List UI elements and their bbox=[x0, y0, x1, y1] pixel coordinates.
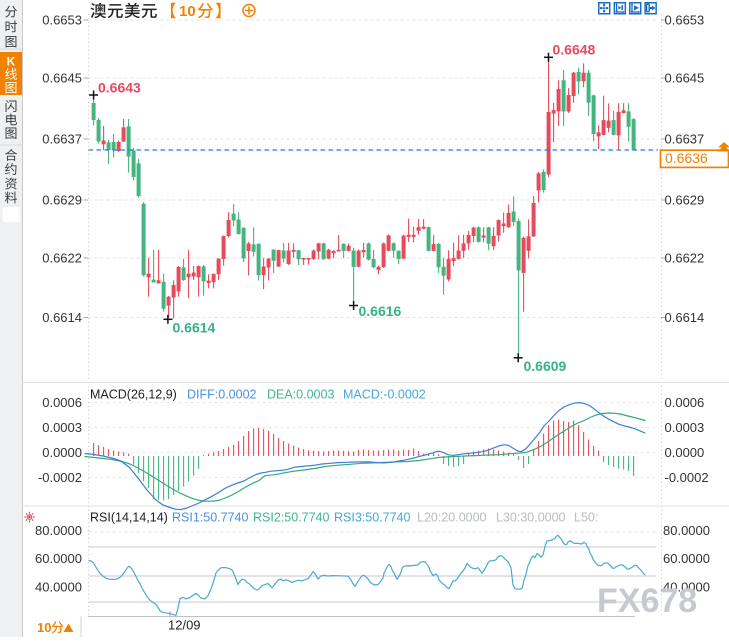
svg-text:K: K bbox=[7, 55, 16, 69]
svg-text:RSI3:50.7740: RSI3:50.7740 bbox=[334, 511, 410, 525]
svg-text:-0.0002: -0.0002 bbox=[665, 470, 709, 485]
svg-text:MACD:-0.0002: MACD:-0.0002 bbox=[343, 388, 426, 402]
svg-text:L30:30.0000: L30:30.0000 bbox=[496, 511, 566, 525]
svg-text:0.0000: 0.0000 bbox=[42, 445, 82, 460]
svg-text:80.0000: 80.0000 bbox=[663, 523, 710, 538]
svg-text:-0.0002: -0.0002 bbox=[38, 470, 82, 485]
svg-text:0.6637: 0.6637 bbox=[42, 132, 82, 147]
svg-text:RSI(14,14,14): RSI(14,14,14) bbox=[90, 511, 168, 525]
svg-text:0.6643: 0.6643 bbox=[98, 80, 141, 96]
svg-text:0.6636: 0.6636 bbox=[665, 150, 708, 166]
svg-text:0.6645: 0.6645 bbox=[665, 71, 705, 86]
svg-text:0.0006: 0.0006 bbox=[42, 395, 82, 410]
svg-text:0.6616: 0.6616 bbox=[359, 303, 402, 319]
svg-text:0.6653: 0.6653 bbox=[42, 13, 82, 28]
svg-text:L50:: L50: bbox=[574, 511, 598, 525]
svg-text:80.0000: 80.0000 bbox=[35, 523, 82, 538]
svg-text:40.0000: 40.0000 bbox=[663, 580, 710, 595]
svg-text:0.6614: 0.6614 bbox=[42, 310, 82, 325]
svg-text:0.6629: 0.6629 bbox=[42, 193, 82, 208]
svg-text:0.6637: 0.6637 bbox=[665, 132, 705, 147]
svg-text:0.6609: 0.6609 bbox=[524, 358, 567, 374]
svg-text:0.0003: 0.0003 bbox=[42, 420, 82, 435]
svg-text:0.6614: 0.6614 bbox=[173, 320, 216, 336]
svg-text:L20:20.0000: L20:20.0000 bbox=[417, 511, 487, 525]
svg-text:DIFF:0.0002: DIFF:0.0002 bbox=[187, 388, 257, 402]
svg-text:MACD(26,12,9): MACD(26,12,9) bbox=[90, 388, 177, 402]
svg-text:60.0000: 60.0000 bbox=[35, 551, 82, 566]
svg-text:RSI1:50.7740: RSI1:50.7740 bbox=[172, 511, 248, 525]
svg-text:0.6622: 0.6622 bbox=[42, 251, 82, 266]
svg-text:0.6614: 0.6614 bbox=[665, 310, 705, 325]
svg-text:0.6653: 0.6653 bbox=[665, 13, 705, 28]
svg-text:0.0000: 0.0000 bbox=[665, 445, 705, 460]
svg-text:0.6648: 0.6648 bbox=[553, 42, 596, 58]
svg-text:DEA:0.0003: DEA:0.0003 bbox=[267, 388, 334, 402]
svg-text:FX678: FX678 bbox=[597, 582, 697, 620]
svg-text:10: 10 bbox=[37, 620, 51, 635]
svg-text:0.6622: 0.6622 bbox=[665, 251, 705, 266]
svg-text:60.0000: 60.0000 bbox=[663, 551, 710, 566]
svg-text:RSI2:50.7740: RSI2:50.7740 bbox=[253, 511, 329, 525]
svg-text:12/09: 12/09 bbox=[168, 618, 201, 633]
svg-text:0.6645: 0.6645 bbox=[42, 71, 82, 86]
svg-text:0.0006: 0.0006 bbox=[665, 395, 705, 410]
svg-text:40.0000: 40.0000 bbox=[35, 580, 82, 595]
svg-text:10: 10 bbox=[179, 3, 196, 20]
svg-text:0.0003: 0.0003 bbox=[665, 420, 705, 435]
svg-text:0.6629: 0.6629 bbox=[665, 193, 705, 208]
